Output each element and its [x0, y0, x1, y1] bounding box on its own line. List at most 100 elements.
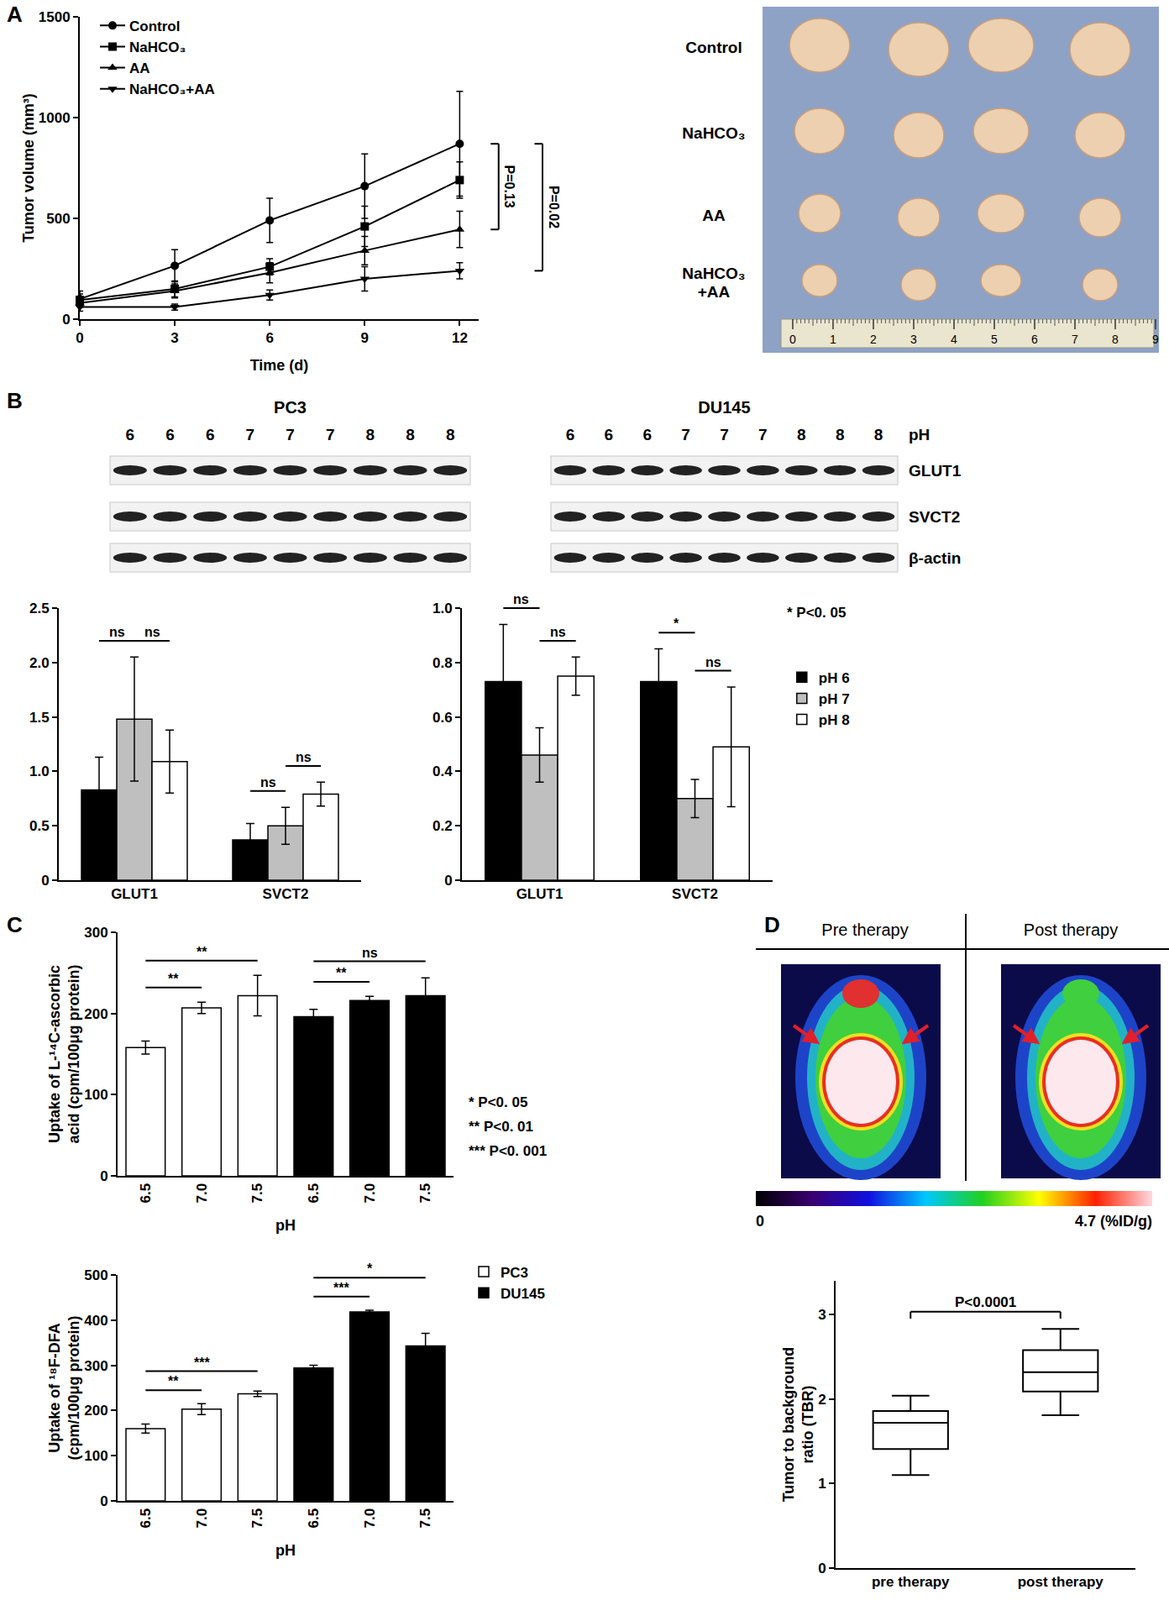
svg-text:1: 1 [817, 1475, 826, 1492]
svg-text:8: 8 [874, 425, 884, 444]
svg-text:0: 0 [75, 330, 84, 346]
svg-text:0: 0 [789, 332, 797, 346]
svg-text:12: 12 [451, 330, 468, 346]
svg-text:*: * [366, 1261, 373, 1276]
svg-text:pH: pH [275, 1216, 296, 1234]
svg-text:0: 0 [41, 872, 49, 889]
svg-text:NaHCO₃: NaHCO₃ [129, 39, 186, 56]
svg-text:**: ** [167, 971, 179, 986]
svg-text:3: 3 [170, 330, 179, 346]
svg-text:8: 8 [405, 425, 415, 444]
svg-text:6.5: 6.5 [137, 1183, 154, 1204]
svg-text:post therapy: post therapy [1017, 1573, 1105, 1590]
svg-text:7.0: 7.0 [193, 1508, 210, 1529]
svg-text:7: 7 [719, 425, 729, 444]
svg-text:Uptake of ¹⁸F-DFA(cpm/100μg pr: Uptake of ¹⁸F-DFA(cpm/100μg protein) [46, 1315, 83, 1460]
svg-text:P=0.13: P=0.13 [502, 165, 517, 209]
svg-text:1: 1 [829, 332, 837, 346]
svg-text:**: ** [196, 944, 208, 960]
svg-text:PC3: PC3 [500, 1264, 529, 1281]
svg-text:SVCT2: SVCT2 [908, 508, 960, 526]
svg-text:100: 100 [83, 1447, 108, 1464]
svg-text:*: * [673, 616, 680, 631]
svg-text:200: 200 [83, 1402, 108, 1419]
svg-text:7.5: 7.5 [417, 1508, 434, 1529]
svg-text:6: 6 [205, 425, 215, 444]
svg-text:pre therapy: pre therapy [871, 1573, 950, 1590]
svg-text:***: *** [333, 1280, 350, 1295]
svg-text:ns: ns [295, 749, 312, 765]
svg-text:Uptake of L-¹⁴C-ascorbicacid (: Uptake of L-¹⁴C-ascorbicacid (cpm/100μg … [46, 964, 83, 1143]
svg-text:3: 3 [817, 1306, 826, 1323]
svg-text:pH 7: pH 7 [818, 691, 850, 708]
svg-text:7: 7 [1071, 332, 1079, 346]
svg-text:6.5: 6.5 [305, 1183, 322, 1204]
svg-text:7.5: 7.5 [249, 1508, 266, 1529]
svg-text:AA: AA [702, 206, 726, 225]
svg-text:3: 3 [910, 332, 918, 346]
svg-text:ns: ns [705, 655, 722, 670]
svg-text:7: 7 [246, 425, 256, 444]
svg-text:8: 8 [366, 425, 376, 444]
svg-text:2.5: 2.5 [29, 600, 50, 617]
svg-text:1000: 1000 [38, 110, 71, 126]
svg-text:* P<0. 05: * P<0. 05 [786, 604, 846, 621]
svg-text:0.6: 0.6 [432, 709, 453, 726]
svg-text:ns: ns [361, 945, 378, 960]
svg-text:Control: Control [685, 38, 743, 57]
svg-text:1.5: 1.5 [29, 709, 50, 726]
svg-text:SVCT2: SVCT2 [262, 885, 310, 902]
svg-text:pH 8: pH 8 [818, 712, 850, 729]
svg-text:0: 0 [817, 1560, 826, 1577]
svg-text:β-actin: β-actin [908, 549, 961, 567]
svg-text:Pre therapy: Pre therapy [821, 920, 908, 939]
svg-text:**: ** [167, 1373, 179, 1389]
svg-text:5: 5 [990, 332, 998, 346]
svg-text:7.0: 7.0 [361, 1508, 378, 1529]
svg-text:0.2: 0.2 [432, 817, 453, 834]
svg-text:1.0: 1.0 [432, 600, 453, 617]
svg-text:6.5: 6.5 [137, 1508, 154, 1529]
svg-text:ns: ns [513, 592, 530, 607]
svg-text:8: 8 [445, 425, 456, 444]
svg-text:Time (d): Time (d) [250, 356, 310, 374]
svg-text:** P<0. 01: ** P<0. 01 [468, 1118, 534, 1135]
svg-text:NaHCO₃: NaHCO₃ [681, 264, 745, 283]
svg-text:7.5: 7.5 [417, 1183, 434, 1204]
svg-text:NaHCO₃: NaHCO₃ [681, 124, 745, 142]
svg-text:ns: ns [109, 624, 126, 640]
svg-text:**: ** [335, 965, 347, 981]
svg-text:0.5: 0.5 [29, 817, 50, 834]
svg-text:8: 8 [835, 425, 845, 444]
svg-text:PC3: PC3 [273, 398, 307, 417]
svg-text:0: 0 [99, 1493, 108, 1510]
svg-text:pH: pH [275, 1541, 296, 1559]
svg-text:*** P<0. 001: *** P<0. 001 [468, 1142, 547, 1159]
svg-text:Tumor volume (mm³): Tumor volume (mm³) [20, 93, 37, 243]
svg-text:7: 7 [325, 425, 336, 444]
svg-text:4.7 (%ID/g): 4.7 (%ID/g) [1074, 1212, 1153, 1230]
svg-text:100: 100 [83, 1086, 108, 1103]
svg-text:2: 2 [870, 332, 877, 346]
svg-text:GLUT1: GLUT1 [516, 885, 564, 902]
svg-text:+AA: +AA [697, 283, 731, 301]
svg-text:* P<0. 05: * P<0. 05 [468, 1094, 528, 1111]
svg-text:0: 0 [755, 1212, 765, 1230]
svg-text:ns: ns [260, 775, 277, 790]
svg-text:7.0: 7.0 [193, 1183, 210, 1204]
svg-text:0: 0 [99, 1168, 108, 1185]
svg-text:P<0.0001: P<0.0001 [954, 1294, 1017, 1311]
svg-text:Control: Control [129, 18, 180, 35]
svg-text:P=0.02: P=0.02 [546, 185, 561, 229]
svg-text:1.0: 1.0 [29, 763, 50, 780]
svg-text:***: *** [193, 1355, 210, 1370]
svg-text:0.4: 0.4 [432, 763, 453, 780]
svg-text:7: 7 [758, 425, 768, 444]
svg-text:200: 200 [83, 1006, 108, 1023]
svg-text:0: 0 [62, 311, 70, 328]
svg-text:Post therapy: Post therapy [1023, 920, 1118, 939]
svg-text:NaHCO₃+AA: NaHCO₃+AA [129, 81, 215, 98]
svg-text:7.5: 7.5 [249, 1183, 266, 1204]
svg-text:9: 9 [1152, 332, 1159, 346]
svg-text:8: 8 [1111, 332, 1119, 346]
